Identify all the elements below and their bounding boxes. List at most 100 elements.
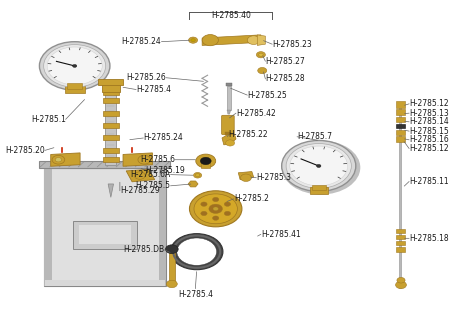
Text: H-2785.13: H-2785.13: [409, 109, 449, 118]
Text: H-2785.20: H-2785.20: [5, 146, 45, 155]
FancyBboxPatch shape: [65, 86, 85, 93]
FancyBboxPatch shape: [312, 185, 326, 190]
Circle shape: [212, 216, 219, 220]
Circle shape: [213, 207, 219, 211]
Text: H-2785.6: H-2785.6: [140, 155, 175, 164]
Circle shape: [282, 140, 360, 194]
FancyBboxPatch shape: [225, 132, 231, 135]
Circle shape: [202, 35, 219, 46]
Text: H-2785.7: H-2785.7: [297, 132, 332, 141]
Circle shape: [55, 158, 62, 162]
FancyBboxPatch shape: [79, 225, 131, 244]
Polygon shape: [44, 168, 166, 286]
Circle shape: [191, 39, 195, 42]
Text: H-2785.11: H-2785.11: [409, 177, 449, 186]
FancyBboxPatch shape: [227, 86, 231, 110]
Text: H-2785.24: H-2785.24: [122, 37, 162, 46]
FancyBboxPatch shape: [103, 90, 118, 95]
Circle shape: [224, 211, 230, 216]
Text: H-2785.41: H-2785.41: [261, 230, 301, 239]
Circle shape: [212, 197, 219, 202]
FancyBboxPatch shape: [103, 148, 118, 153]
Circle shape: [224, 202, 230, 206]
Circle shape: [134, 172, 145, 179]
Circle shape: [47, 47, 102, 85]
Circle shape: [286, 144, 351, 188]
Polygon shape: [222, 134, 236, 145]
Polygon shape: [108, 184, 114, 197]
Text: H-2785.42: H-2785.42: [236, 109, 276, 118]
Circle shape: [73, 65, 77, 67]
Circle shape: [258, 67, 267, 74]
FancyBboxPatch shape: [396, 229, 405, 233]
Circle shape: [190, 191, 242, 227]
Circle shape: [195, 174, 200, 177]
Text: H-2785.5: H-2785.5: [136, 181, 171, 190]
Circle shape: [194, 194, 237, 224]
FancyBboxPatch shape: [396, 247, 405, 252]
Polygon shape: [44, 168, 52, 286]
Polygon shape: [159, 168, 166, 286]
Circle shape: [196, 154, 216, 168]
Text: H-2785.12: H-2785.12: [409, 144, 449, 153]
Circle shape: [39, 42, 110, 90]
Circle shape: [44, 45, 106, 87]
Circle shape: [226, 140, 235, 146]
Text: H-2785.26: H-2785.26: [126, 73, 166, 82]
Circle shape: [52, 155, 65, 164]
FancyBboxPatch shape: [103, 111, 118, 116]
FancyBboxPatch shape: [102, 84, 120, 92]
Circle shape: [290, 146, 347, 186]
FancyBboxPatch shape: [396, 235, 405, 239]
FancyBboxPatch shape: [73, 221, 137, 249]
Text: H-2785.4: H-2785.4: [136, 85, 171, 94]
Polygon shape: [257, 35, 265, 46]
FancyBboxPatch shape: [221, 115, 234, 134]
FancyBboxPatch shape: [396, 117, 405, 122]
Circle shape: [209, 204, 222, 213]
Circle shape: [165, 245, 178, 254]
Circle shape: [396, 281, 406, 289]
Polygon shape: [238, 172, 254, 180]
Text: H-2785.3: H-2785.3: [256, 173, 292, 182]
Text: H-2785.4: H-2785.4: [178, 290, 213, 299]
Text: H-2785.22: H-2785.22: [228, 130, 268, 139]
Text: H-2785.15: H-2785.15: [409, 127, 449, 136]
Circle shape: [259, 53, 263, 56]
FancyBboxPatch shape: [396, 110, 405, 115]
FancyBboxPatch shape: [396, 130, 405, 135]
Text: H-2785.DB: H-2785.DB: [123, 245, 164, 254]
Circle shape: [201, 157, 211, 165]
Circle shape: [177, 238, 217, 265]
Circle shape: [166, 280, 177, 288]
Circle shape: [240, 174, 251, 182]
Polygon shape: [126, 169, 155, 182]
FancyBboxPatch shape: [396, 136, 405, 142]
Polygon shape: [123, 153, 153, 166]
Circle shape: [247, 36, 260, 45]
FancyBboxPatch shape: [399, 105, 401, 288]
FancyBboxPatch shape: [310, 187, 328, 194]
Circle shape: [189, 37, 198, 43]
FancyBboxPatch shape: [67, 83, 82, 89]
FancyBboxPatch shape: [201, 162, 210, 168]
Text: H-2785.23: H-2785.23: [272, 40, 312, 49]
FancyBboxPatch shape: [105, 90, 116, 165]
Text: H-2785.40: H-2785.40: [211, 11, 251, 20]
Text: H-2785.16: H-2785.16: [409, 135, 449, 144]
FancyBboxPatch shape: [169, 250, 175, 281]
FancyBboxPatch shape: [103, 123, 118, 128]
Circle shape: [171, 234, 223, 270]
Circle shape: [201, 211, 207, 216]
Circle shape: [397, 277, 405, 283]
Text: H-2785.25: H-2785.25: [247, 90, 287, 100]
Text: H-2785.24: H-2785.24: [143, 134, 183, 143]
FancyBboxPatch shape: [396, 241, 405, 246]
Text: H-2785.27: H-2785.27: [265, 57, 305, 66]
Text: H-2785.12: H-2785.12: [409, 99, 449, 108]
Circle shape: [201, 202, 207, 206]
Text: H-2785.19: H-2785.19: [146, 166, 185, 175]
FancyBboxPatch shape: [39, 161, 171, 168]
Circle shape: [256, 51, 265, 58]
Text: H-2785.14: H-2785.14: [409, 117, 449, 126]
